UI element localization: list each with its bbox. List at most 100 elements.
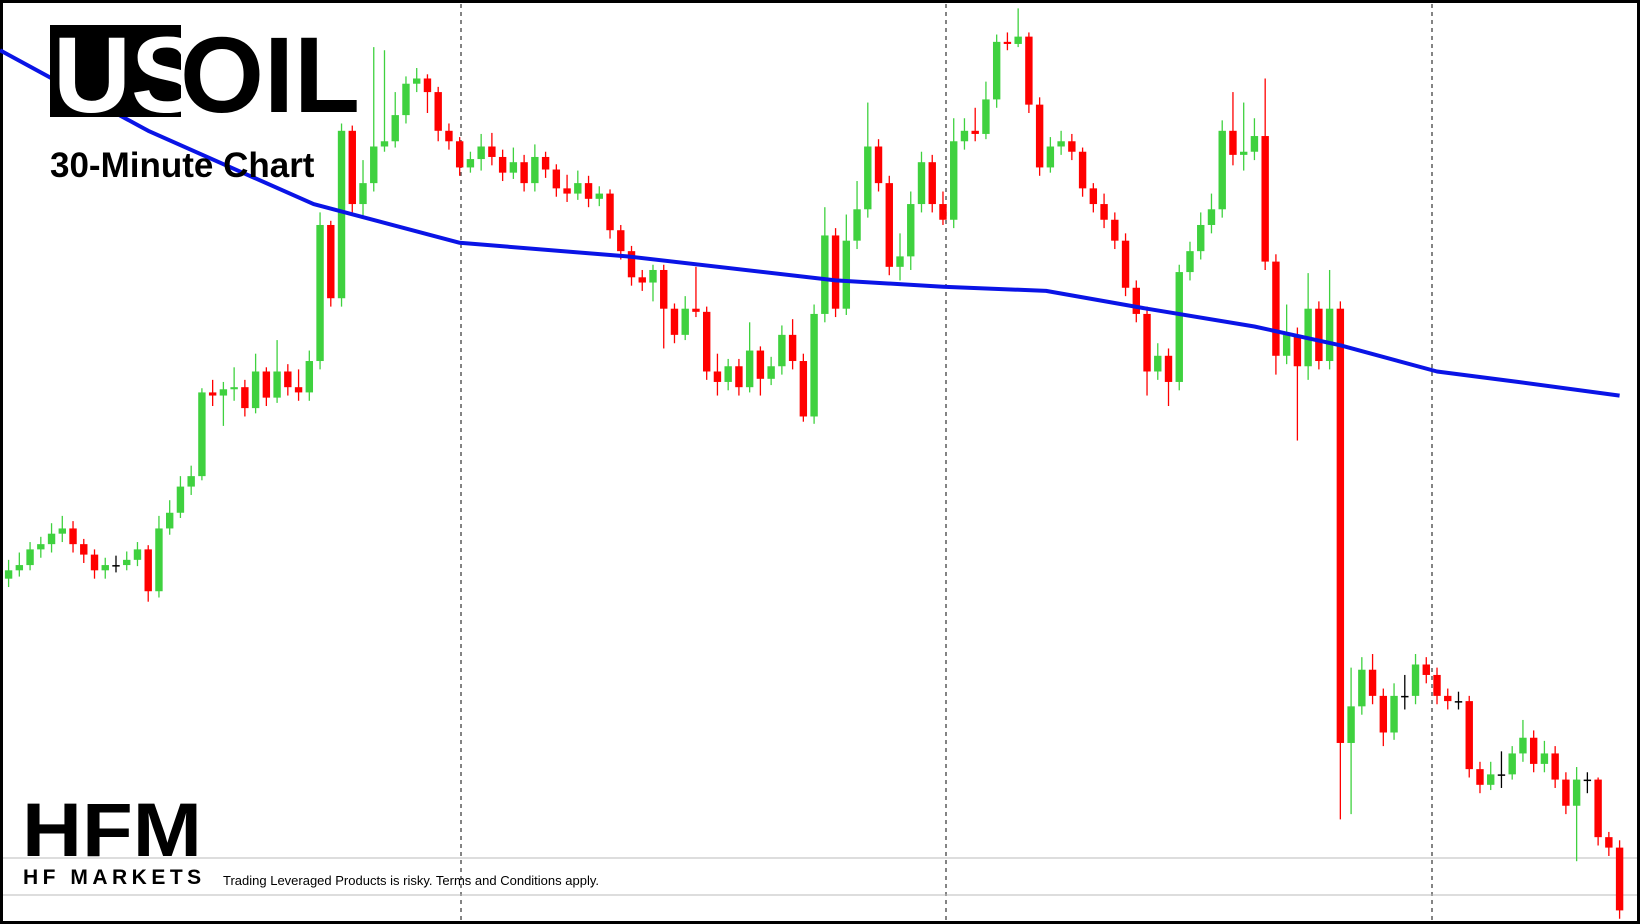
candle-body <box>455 141 464 168</box>
candle-body <box>778 334 786 367</box>
candle-body <box>907 204 915 257</box>
candle-body <box>402 83 410 116</box>
candle-body <box>1444 695 1452 702</box>
candle-body <box>305 361 314 393</box>
candle-body <box>1250 136 1259 152</box>
candle-body <box>1368 669 1377 696</box>
candle-body <box>1003 41 1012 44</box>
candle-body <box>187 476 195 487</box>
candle-body <box>1529 737 1538 764</box>
candle-body <box>1197 224 1205 252</box>
candle-body <box>1583 779 1592 782</box>
candle-body <box>251 371 260 409</box>
candle-body <box>799 361 808 417</box>
candle-body <box>541 156 550 170</box>
candle-body <box>939 204 947 220</box>
candle-body <box>1239 151 1248 155</box>
candle-body <box>1035 104 1044 168</box>
candle-body <box>1111 219 1119 241</box>
candle-body <box>853 209 861 241</box>
candle-body <box>1605 837 1613 848</box>
candle-body <box>638 277 646 283</box>
candle-body <box>1089 188 1098 205</box>
candle-body <box>1143 313 1151 372</box>
candle-body <box>627 251 636 278</box>
chart-subtitle: 30-Minute Chart <box>50 146 315 185</box>
candle-body <box>1272 261 1280 356</box>
candle-body <box>69 528 77 545</box>
candle-body <box>434 92 442 131</box>
candle-body <box>574 183 582 194</box>
candle-body <box>219 389 228 396</box>
title-highlight-box <box>50 25 181 117</box>
candle-body <box>1164 355 1173 382</box>
candle-body <box>498 156 507 173</box>
candle-body <box>1487 774 1495 785</box>
candle-body <box>971 130 979 134</box>
candle-body <box>90 554 99 571</box>
candle-body <box>1068 141 1076 152</box>
candle-body <box>660 269 668 309</box>
candle-body <box>58 528 66 534</box>
candle-body <box>1014 36 1022 44</box>
candle-body <box>1207 209 1216 225</box>
candle-body <box>917 162 926 205</box>
candle-body <box>1315 308 1323 362</box>
candle-body <box>348 130 356 205</box>
candle-body <box>155 528 163 592</box>
candle-body <box>842 240 851 309</box>
candle-body <box>316 224 324 362</box>
candle-body <box>1572 779 1581 806</box>
candle-body <box>144 549 152 592</box>
candle-body <box>466 159 475 168</box>
candle-body <box>520 162 528 184</box>
candle-body <box>992 41 1001 100</box>
candle-body <box>1261 136 1269 262</box>
logo: HFM <box>22 788 202 873</box>
candle-body <box>950 141 958 220</box>
candle-body <box>810 313 818 417</box>
candle-body <box>713 371 722 382</box>
candle-body <box>101 565 109 571</box>
candle-body <box>273 371 281 398</box>
candle-body <box>1615 847 1624 911</box>
candle-body <box>670 308 679 335</box>
candle-body <box>241 387 249 409</box>
candle-body <box>649 269 657 283</box>
candle-body <box>380 141 389 147</box>
candle-body <box>1229 130 1237 155</box>
candle-body <box>294 387 303 393</box>
candle-body <box>767 366 775 379</box>
candle-body <box>1100 204 1108 220</box>
candle-body <box>1551 753 1559 780</box>
candle-body <box>745 350 754 388</box>
candle-body <box>208 392 217 396</box>
candle-body <box>1562 779 1570 806</box>
plot <box>0 8 1624 919</box>
candle-body <box>133 549 142 560</box>
candle-body <box>1476 769 1484 785</box>
candle-body <box>1519 737 1527 754</box>
candle-body <box>531 156 539 184</box>
candle-body <box>1465 701 1473 770</box>
candle-body <box>477 146 485 160</box>
candle-body <box>1121 240 1130 288</box>
disclaimer: Trading Leveraged Products is risky. Ter… <box>223 873 599 888</box>
candle-body <box>445 130 453 142</box>
candle-body <box>1390 695 1398 733</box>
candle-body <box>165 512 174 529</box>
candle-body <box>80 544 88 555</box>
candle-body <box>1057 141 1065 147</box>
candle-body <box>1433 674 1441 696</box>
candle-body <box>874 146 883 184</box>
candle-body <box>337 130 346 299</box>
candle-body <box>413 78 421 84</box>
candle-body <box>370 146 378 184</box>
candle-body <box>1186 251 1194 273</box>
candle-body <box>1282 334 1291 356</box>
candle-body <box>617 230 625 252</box>
candle-body <box>1347 706 1355 743</box>
candle-body <box>15 565 24 571</box>
candle-body <box>885 183 893 267</box>
chart-title-highlight: US <box>53 14 203 135</box>
